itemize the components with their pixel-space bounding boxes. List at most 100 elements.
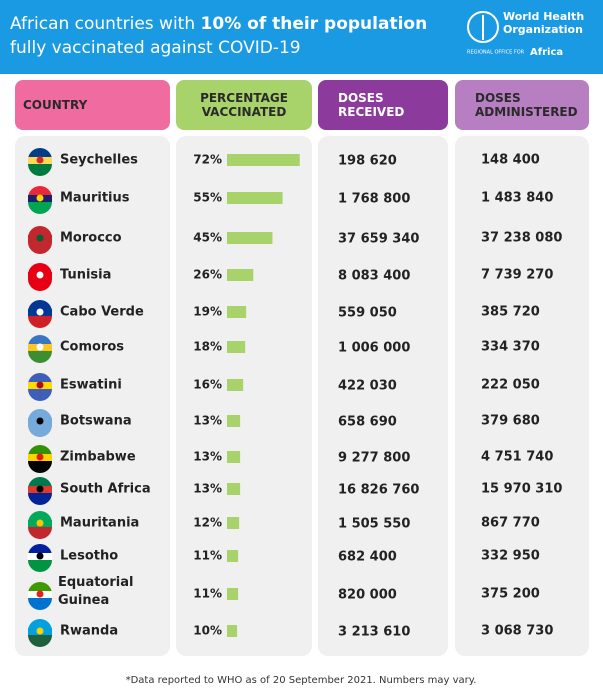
doses-administered: 222 050 xyxy=(481,378,540,393)
percentage-label: 72% xyxy=(193,153,222,167)
doses-received: 3 213 610 xyxy=(338,625,410,640)
logo-region-prefix: REGIONAL OFFICE FOR xyxy=(467,50,525,56)
flag xyxy=(28,335,52,363)
flag-emblem xyxy=(36,271,44,279)
flag-emblem xyxy=(36,417,44,425)
flag-emblem xyxy=(36,552,44,560)
percentage-label: 13% xyxy=(193,414,222,428)
flag-emblem xyxy=(36,519,44,527)
percentage-label: 19% xyxy=(193,305,222,319)
column-bg xyxy=(176,136,312,656)
country-box: Equatorial Guinea xyxy=(58,575,133,608)
column-header xyxy=(15,80,170,130)
percentage-label: 18% xyxy=(193,340,222,354)
flag xyxy=(28,409,52,437)
percentage-bar xyxy=(227,588,239,600)
doses-received: 198 620 xyxy=(338,154,397,169)
flag xyxy=(28,263,52,291)
doses-administered: 15 970 310 xyxy=(481,482,562,497)
percentage-bar xyxy=(227,451,241,463)
percentage-label: 26% xyxy=(193,268,222,282)
flag-lower xyxy=(28,461,52,473)
doses-received: 422 030 xyxy=(338,379,397,394)
flag xyxy=(28,226,52,254)
doses-administered: 148 400 xyxy=(481,153,540,168)
doses-received: 559 050 xyxy=(338,306,397,321)
country-name: Comoros xyxy=(60,340,124,355)
percentage-bar xyxy=(227,517,240,529)
doses-received: 1 768 800 xyxy=(338,192,410,207)
country-name: South Africa xyxy=(60,482,151,497)
flag-emblem xyxy=(36,343,44,351)
country-name: Lesotho xyxy=(60,549,118,564)
country-name: Cabo Verde xyxy=(60,305,144,320)
header-box: PERCENTAGE VACCINATED xyxy=(200,91,288,119)
flag-lower xyxy=(28,493,52,505)
percentage-bar xyxy=(227,306,247,318)
flag xyxy=(28,445,52,473)
percentage-label: 11% xyxy=(193,549,222,563)
flag-emblem xyxy=(36,590,44,598)
country-name: Seychelles xyxy=(60,153,138,168)
country-name: Mauritius xyxy=(60,191,130,206)
flag-emblem xyxy=(36,156,44,164)
flag-emblem xyxy=(36,381,44,389)
percentage-bar xyxy=(227,379,244,391)
flag-emblem xyxy=(36,485,44,493)
column-header-label: COUNTRY xyxy=(23,98,88,112)
column-header xyxy=(318,80,448,130)
flag xyxy=(28,544,52,572)
country-name: Botswana xyxy=(60,414,132,429)
doses-administered: 3 068 730 xyxy=(481,624,553,639)
doses-received: 820 000 xyxy=(338,588,397,603)
country-name: Eswatini xyxy=(60,378,122,393)
logo-region: Africa xyxy=(530,47,563,58)
logo-box: World Health Organization xyxy=(503,10,584,36)
doses-received: 9 277 800 xyxy=(338,451,410,466)
flag-lower xyxy=(28,527,52,539)
percentage-label: 45% xyxy=(193,231,222,245)
header-box: DOSES RECEIVED xyxy=(338,91,404,119)
header-box: COUNTRY xyxy=(23,98,88,112)
percentage-bar xyxy=(227,483,241,495)
flag-lower xyxy=(28,164,52,176)
who-emblem xyxy=(467,11,499,43)
flag-lower xyxy=(28,202,52,214)
percentage-label: 10% xyxy=(193,624,222,638)
doses-administered: 1 483 840 xyxy=(481,191,553,206)
percentage-label: 11% xyxy=(193,587,222,601)
flag xyxy=(28,619,52,647)
column-bg xyxy=(15,136,170,656)
doses-administered: 867 770 xyxy=(481,516,540,531)
doses-received: 1 006 000 xyxy=(338,341,410,356)
column-bg xyxy=(455,136,589,656)
country-name: Rwanda xyxy=(60,624,118,639)
flag xyxy=(28,300,52,328)
flag-emblem xyxy=(36,453,44,461)
doses-administered: 37 238 080 xyxy=(481,231,562,246)
percentage-label: 13% xyxy=(193,450,222,464)
doses-received: 682 400 xyxy=(338,550,397,565)
doses-administered: 332 950 xyxy=(481,549,540,564)
country-name: Mauritania xyxy=(60,516,139,531)
column-header xyxy=(455,80,589,130)
country-name: Morocco xyxy=(60,231,122,246)
flag xyxy=(28,373,52,401)
flag xyxy=(28,186,52,214)
flag-emblem xyxy=(36,194,44,202)
doses-received: 37 659 340 xyxy=(338,232,419,247)
percentage-bar xyxy=(227,550,239,562)
flag-lower xyxy=(28,242,52,254)
flag xyxy=(28,511,52,539)
flag xyxy=(28,582,52,610)
column-header-label: PERCENTAGE VACCINATED xyxy=(200,91,288,119)
percentage-label: 13% xyxy=(193,482,222,496)
country-name: Tunisia xyxy=(60,268,111,283)
country-name: Zimbabwe xyxy=(60,450,136,465)
title-bold: 10% of their population xyxy=(201,14,428,34)
title-start: African countries with xyxy=(10,14,201,34)
percentage-label: 16% xyxy=(193,378,222,392)
percentage-label: 55% xyxy=(193,191,222,205)
doses-received: 658 690 xyxy=(338,415,397,430)
